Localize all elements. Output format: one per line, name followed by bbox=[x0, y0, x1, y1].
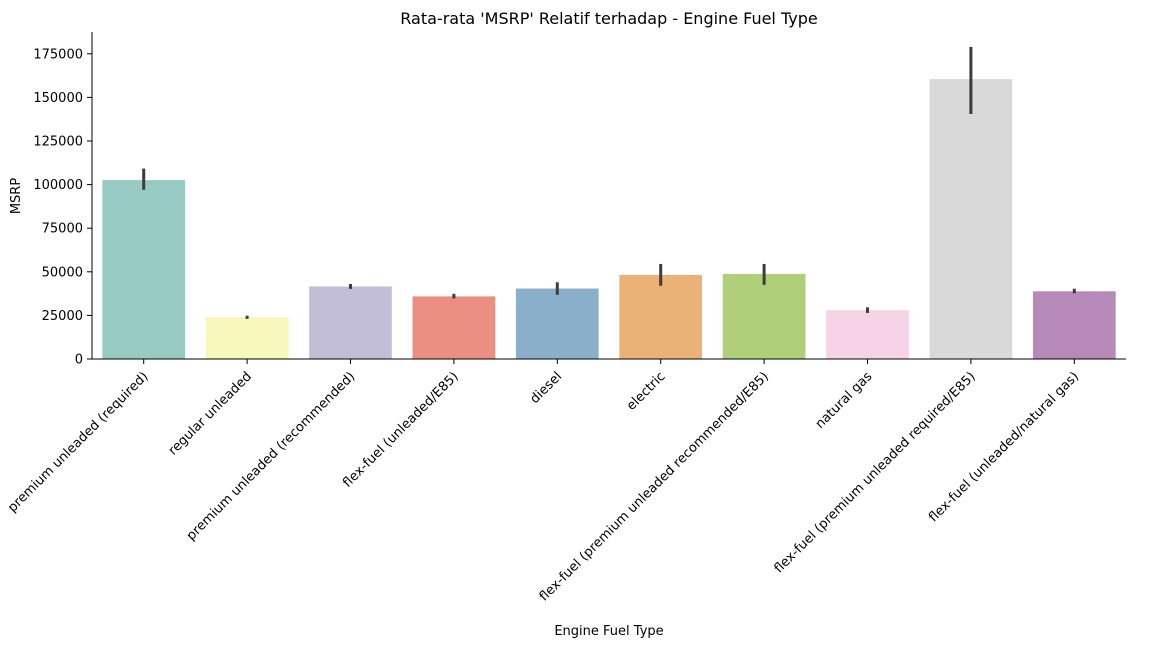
chart-title: Rata-rata 'MSRP' Relatif terhadap - Engi… bbox=[400, 9, 817, 28]
y-tick-label: 175000 bbox=[33, 47, 83, 62]
y-tick-label: 75000 bbox=[42, 222, 83, 237]
y-axis-label: MSRP bbox=[9, 178, 24, 215]
y-tick-label: 100000 bbox=[33, 178, 83, 193]
x-axis-label: Engine Fuel Type bbox=[554, 624, 663, 639]
y-tick-label: 0 bbox=[75, 353, 83, 368]
x-tick-label: flex-fuel (premium unleaded recommended/… bbox=[537, 369, 772, 604]
x-tick-label: premium unleaded (recommended) bbox=[184, 369, 358, 543]
x-tick-label: regular unleaded bbox=[166, 369, 255, 458]
x-tick-label: premium unleaded (required) bbox=[5, 369, 151, 515]
x-tick-label: natural gas bbox=[813, 369, 876, 432]
bar bbox=[619, 274, 703, 359]
bar bbox=[1032, 291, 1116, 359]
x-tick-label: flex-fuel (premium unleaded required/E85… bbox=[772, 369, 979, 576]
bar bbox=[205, 317, 289, 359]
y-tick-label: 50000 bbox=[42, 265, 83, 280]
bar bbox=[929, 79, 1013, 359]
bar bbox=[826, 310, 909, 359]
bar bbox=[722, 273, 806, 359]
y-tick-label: 150000 bbox=[33, 91, 83, 106]
bar bbox=[309, 286, 392, 359]
x-tick-label: diesel bbox=[527, 369, 565, 407]
y-tick-label: 25000 bbox=[42, 309, 83, 324]
y-axis: 0 25000 50000 75000 100000 125000 150000 175000 bbox=[33, 47, 92, 368]
x-tick-label: electric bbox=[624, 369, 669, 414]
error-bars-group bbox=[142, 46, 1076, 319]
bar bbox=[102, 180, 186, 359]
x-axis: premium unleaded (required) regular unlea… bbox=[5, 359, 1082, 604]
bar bbox=[412, 296, 496, 359]
y-tick-label: 125000 bbox=[33, 135, 83, 150]
bars-group bbox=[102, 79, 1116, 359]
bar bbox=[515, 288, 599, 359]
x-tick-label: flex-fuel (unleaded/E85) bbox=[340, 369, 461, 490]
